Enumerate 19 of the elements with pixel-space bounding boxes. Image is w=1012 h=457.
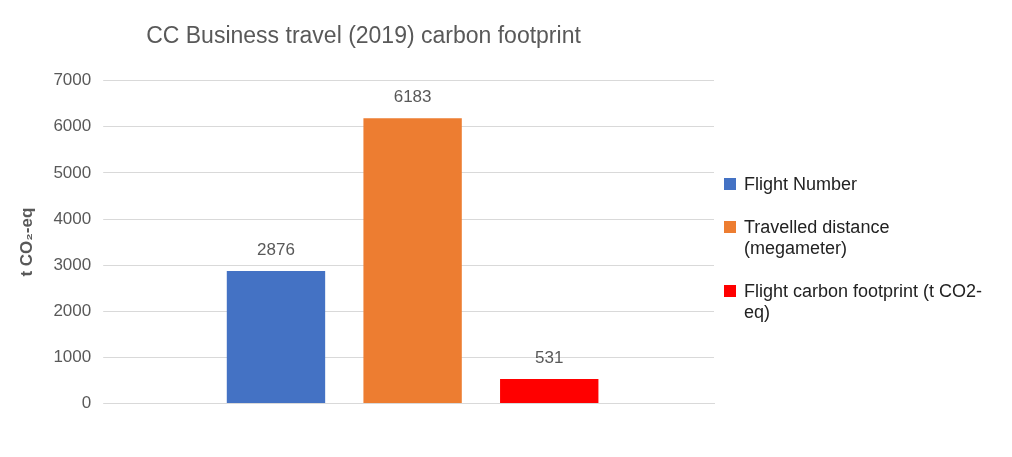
- legend-label: Flight carbon footprint (t CO2-eq): [744, 280, 984, 323]
- data-label: 2876: [257, 240, 295, 260]
- y-tick-label: 4000: [53, 208, 92, 228]
- bar: [363, 118, 462, 404]
- y-tick-label: 6000: [53, 116, 92, 136]
- legend-label: Travelled distance (megameter): [744, 216, 891, 259]
- data-label: 531: [535, 348, 564, 368]
- chart-title: CC Business travel (2019) carbon footprint: [146, 22, 582, 49]
- y-tick-label: 3000: [53, 254, 92, 274]
- y-tick-label: 2000: [53, 301, 92, 320]
- y-tick-label: 0: [81, 393, 92, 413]
- y-tick-label: 1000: [53, 347, 92, 367]
- data-label: 6183: [393, 87, 432, 107]
- bar: [500, 379, 599, 404]
- y-tick-label: 5000: [53, 162, 92, 182]
- y-tick-label: 7000: [53, 70, 92, 90]
- y-axis-title: t CO₂-eq: [16, 207, 36, 277]
- bar: [226, 270, 326, 404]
- legend-label: Flight Number: [744, 173, 858, 195]
